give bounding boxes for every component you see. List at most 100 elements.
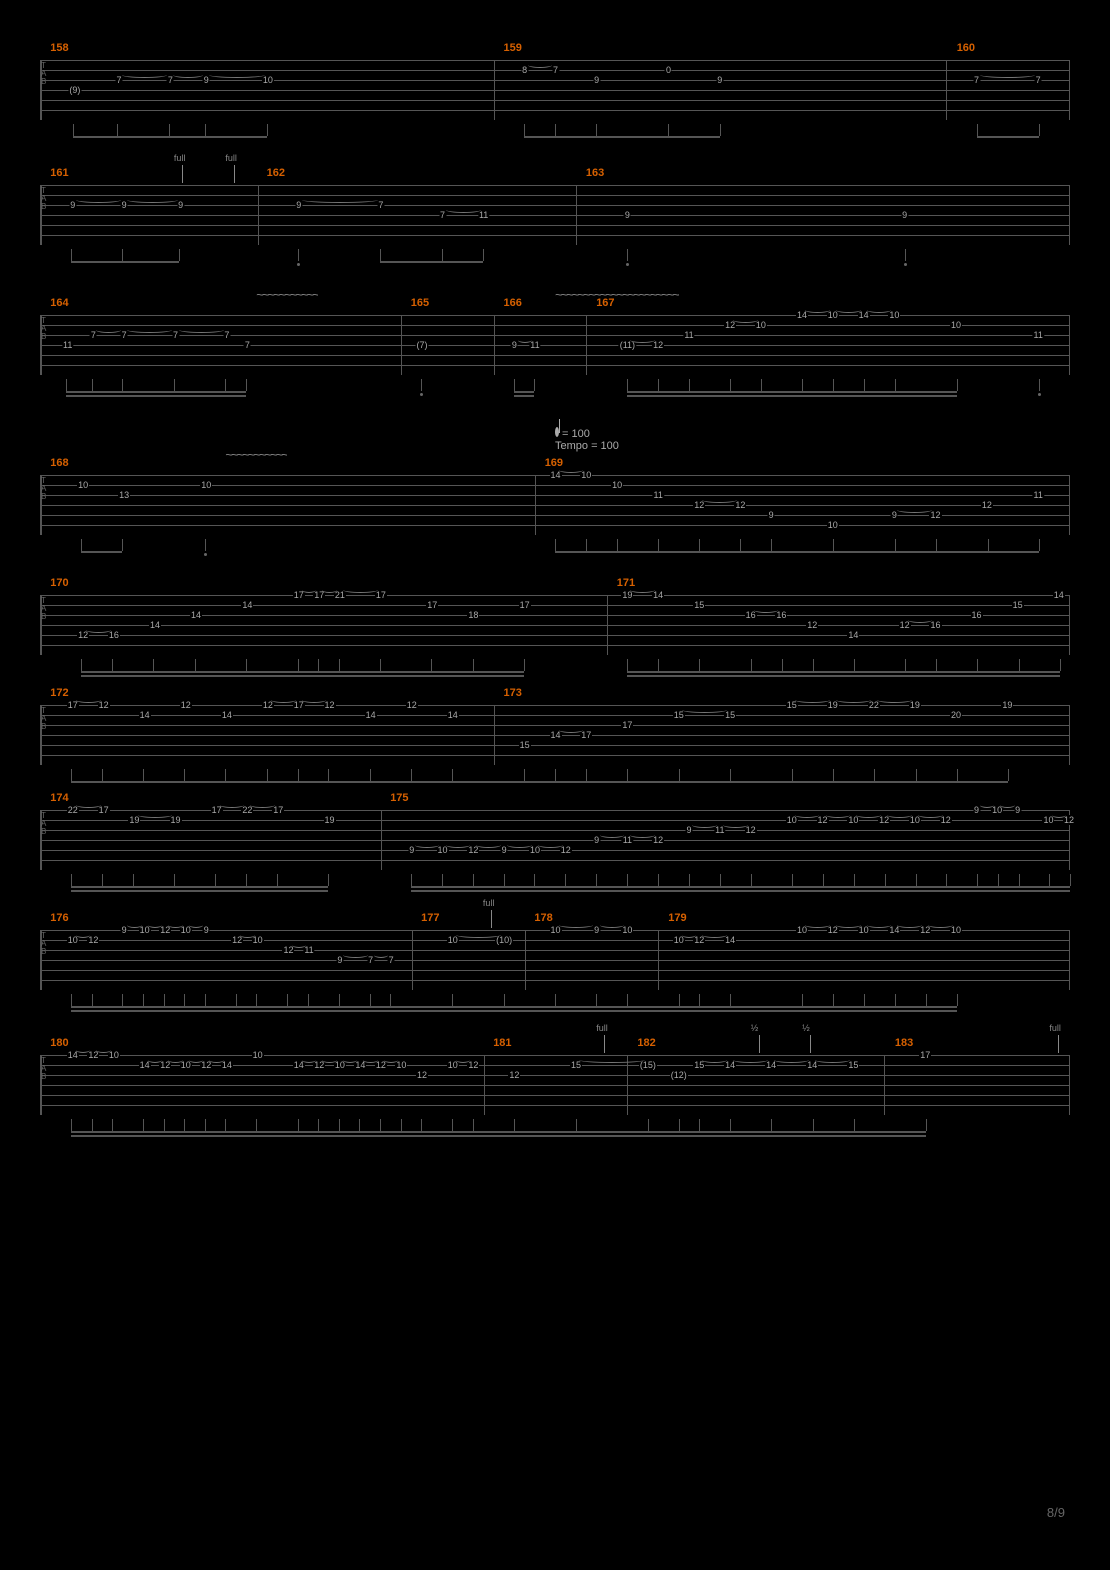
fret-number: 14 — [847, 630, 859, 640]
measure-number: 173 — [504, 687, 522, 699]
fret-number: 10 — [395, 1060, 407, 1070]
tab-system: 168169TAB1013101410101112129109121211~~~… — [40, 475, 1070, 535]
fret-number: 10 — [262, 75, 274, 85]
fret-number: 10 — [549, 925, 561, 935]
barline — [412, 930, 413, 990]
fret-number: 15 — [673, 710, 685, 720]
fret-number: 9 — [891, 510, 898, 520]
fret-number: 15 — [786, 700, 798, 710]
fret-number: 13 — [118, 490, 130, 500]
barline — [535, 475, 536, 535]
fret-number: 9 — [593, 835, 600, 845]
fret-number: 12 — [745, 825, 757, 835]
fret-number: 7 — [388, 955, 395, 965]
fret-number: 11 — [62, 340, 73, 350]
barline — [525, 930, 526, 990]
fret-number: 14 — [149, 620, 161, 630]
fret-number: 7 — [973, 75, 980, 85]
fret-number: 12 — [324, 700, 336, 710]
measure-number: 182 — [637, 1037, 655, 1049]
tab-clef: TAB — [41, 812, 46, 836]
fret-number: 16 — [971, 610, 983, 620]
fret-number: 10 — [827, 520, 839, 530]
fret-number: 16 — [108, 630, 120, 640]
fret-number: 15 — [693, 600, 705, 610]
tab-system: 174175TAB2217191917221719910129101291112… — [40, 810, 1070, 870]
fret-number: 9 — [901, 210, 908, 220]
tab-system: 158159160TAB(9)779108790977 — [40, 60, 1070, 120]
fret-number: 12 — [806, 620, 818, 630]
fret-number: 9 — [203, 75, 210, 85]
fret-number: 17 — [621, 720, 633, 730]
measure-number: 158 — [50, 42, 68, 54]
tab-staff: TAB1712141214121712141214151417171515151… — [40, 705, 1070, 765]
tab-system: 176177178179TAB1012910121091210121197710… — [40, 930, 1070, 990]
fret-number: 14 — [365, 710, 377, 720]
tab-clef: TAB — [41, 477, 46, 501]
fret-number: 7 — [116, 75, 123, 85]
fret-number: 9 — [336, 955, 343, 965]
tab-staff: TAB1177777(7)911(11)12111210141014101011 — [40, 315, 1070, 375]
measure-number: 178 — [534, 912, 552, 924]
barline — [381, 810, 382, 870]
bend-label: ½ — [802, 1023, 810, 1033]
fret-number: 7 — [1035, 75, 1042, 85]
barline — [258, 185, 259, 245]
tab-staff: TAB1012910121091210121197710(10)10910101… — [40, 930, 1070, 990]
bend-label: full — [174, 153, 186, 163]
tab-staff: TAB2217191917221719910129101291112911121… — [40, 810, 1070, 870]
fret-number: 12 — [929, 510, 941, 520]
measure-number: 164 — [50, 297, 68, 309]
tab-staff: TAB9999771199 — [40, 185, 1070, 245]
fret-number: 19 — [827, 700, 839, 710]
fret-number: 12 — [180, 700, 192, 710]
fret-number: 12 — [652, 835, 664, 845]
fret-number: 7 — [223, 330, 230, 340]
fret-number: 7 — [439, 210, 446, 220]
fret-number: 14 — [447, 710, 459, 720]
page-number: 8/9 — [1047, 1505, 1065, 1520]
tab-staff: TAB1412101412101214101412101412101210121… — [40, 1055, 1070, 1115]
barline — [627, 1055, 628, 1115]
fret-number: (9) — [68, 85, 81, 95]
tab-clef: TAB — [41, 597, 46, 621]
fret-number: 14 — [139, 710, 151, 720]
fret-number: 12 — [87, 935, 99, 945]
fret-number: 10 — [755, 320, 767, 330]
fret-number: 0 — [665, 65, 672, 75]
measure-number: 159 — [504, 42, 522, 54]
fret-number: 7 — [377, 200, 384, 210]
measure-number: 181 — [493, 1037, 511, 1049]
measure-number: 176 — [50, 912, 68, 924]
fret-number: 12 — [508, 1070, 520, 1080]
bend-label: full — [1049, 1023, 1061, 1033]
tab-system: 180181182183TAB1412101412101214101412101… — [40, 1055, 1070, 1115]
measure-number: 183 — [895, 1037, 913, 1049]
fret-number: 17 — [426, 600, 438, 610]
fret-number: 9 — [69, 200, 76, 210]
fret-number: 17 — [519, 600, 531, 610]
barline — [494, 315, 495, 375]
tab-system: 172173TAB1712141214121712141214151417171… — [40, 705, 1070, 765]
barline — [576, 185, 577, 245]
barline — [946, 60, 947, 120]
tab-staff: TAB(9)779108790977 — [40, 60, 1070, 120]
fret-number: 9 — [973, 805, 980, 815]
beam-row — [40, 379, 1070, 401]
fret-number: 10 — [580, 470, 592, 480]
fret-number: 9 — [295, 200, 302, 210]
barline — [607, 595, 608, 655]
fret-number: 10 — [621, 925, 633, 935]
measure-number: 177 — [421, 912, 439, 924]
tab-clef: TAB — [41, 707, 46, 731]
tab-clef: TAB — [41, 187, 46, 211]
fret-number: 7 — [121, 330, 128, 340]
fret-number: 17 — [580, 730, 592, 740]
fret-number: 17 — [919, 1050, 931, 1060]
measure-number: 172 — [50, 687, 68, 699]
measure-number: 170 — [50, 577, 68, 589]
fret-number: 10 — [888, 310, 900, 320]
bend-label: full — [596, 1023, 608, 1033]
barline — [658, 930, 659, 990]
beam-row — [40, 124, 1070, 146]
